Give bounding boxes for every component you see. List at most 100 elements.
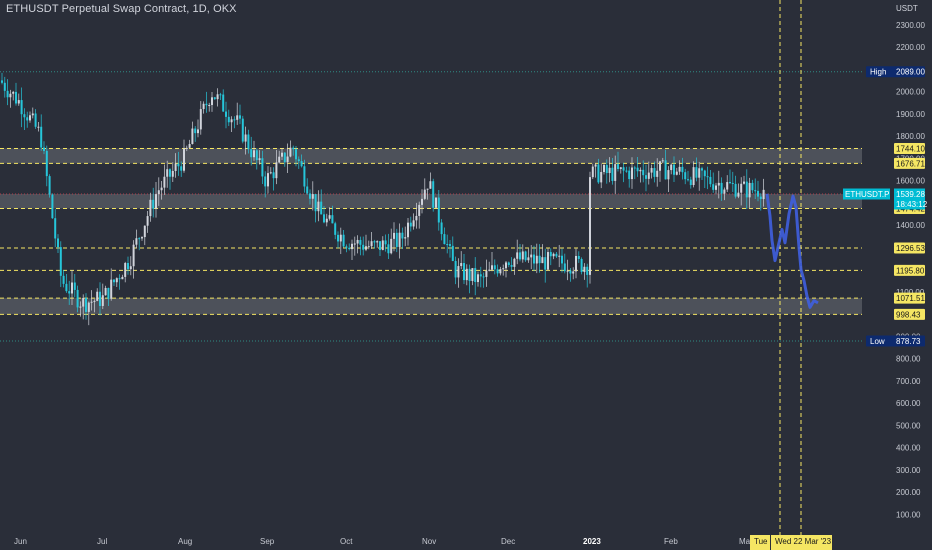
candle-body [188,144,191,148]
candle-body [82,297,85,307]
date-badge-label: Wed 22 Mar '23 [775,537,832,546]
candle-body [45,150,48,177]
candle-body [519,252,521,260]
candle-body [15,91,17,104]
y-tick-label: 1900.00 [896,110,925,119]
current-price-badge [894,188,925,210]
level-price-label: 1195.80 [896,266,925,275]
candle-body [281,152,283,157]
candle-body [398,232,401,247]
y-tick-label: 100.00 [896,510,921,519]
candle-body [31,113,34,116]
candle-body [247,134,250,150]
candle-body [698,168,701,178]
candle-body [54,218,57,239]
candle-body [264,176,267,187]
candle-body [407,222,409,238]
candle-body [625,170,628,172]
candle-body [622,167,625,171]
candle-body [149,199,152,217]
candle-body [43,147,45,151]
candle-body [566,270,569,272]
current-symbol-badge [843,188,890,200]
candle-body [376,241,379,243]
candle-body [236,115,239,120]
level-price-badge [894,157,925,169]
candle-body [113,279,115,283]
candle-body [446,244,449,246]
candle-body [79,306,82,308]
candle-body [443,234,446,245]
candle-body [202,103,205,110]
candle-body [460,263,463,267]
candle-body [345,246,348,248]
candle-body [628,170,631,180]
candle-body [692,167,695,186]
candle-body [449,244,451,246]
candle-body [289,147,292,157]
y-tick-label: 1400.00 [896,221,925,230]
candle-body [225,111,227,117]
candle-body [115,278,118,283]
candle-body [499,269,502,274]
candle-body [199,109,202,130]
candle-body [751,182,754,191]
candle-body [463,263,465,281]
candle-body [404,237,407,239]
candle-body [488,269,491,271]
candle-body [516,252,519,259]
candle-body [118,278,121,280]
current-symbol-label: ETHUSDT.P [845,190,889,199]
candle-body [261,158,264,177]
candle-body [754,190,757,192]
candle-body [351,243,353,250]
date-badge-label: Tue [754,537,768,546]
candle-body [673,164,675,175]
candle-body [583,266,586,273]
support-resistance-zone [0,194,862,209]
x-tick-label: Mar [739,537,753,546]
candle-body [169,169,171,177]
high-value: 2089.00 [896,68,925,77]
candle-body [183,148,185,171]
candle-body [26,117,29,121]
candle-body [208,105,211,107]
level-price-badge [894,308,925,320]
candle-body [563,263,566,272]
level-price-badge [894,242,925,254]
level-price-label: 1296.53 [896,244,925,253]
x-tick-label: Oct [340,537,353,546]
candle-body [180,166,183,171]
candle-body [647,172,650,179]
support-resistance-zone [0,298,862,315]
y-tick-label: 1800.00 [896,132,925,141]
candle-body [387,244,390,254]
candle-body [286,156,289,163]
candle-body [426,188,429,190]
x-tick-label: Jul [97,537,107,546]
candle-body [496,269,499,274]
candle-body [87,302,90,312]
candle-body [317,201,320,212]
chart-title: ETHUSDT Perpetual Swap Contract, 1D, OKX [6,3,237,15]
candle-body [166,169,169,177]
candle-body [65,283,68,292]
candle-body [141,237,143,239]
candle-body [325,218,328,223]
candle-body [415,215,418,221]
candle-body [309,193,311,199]
candle-body [619,167,622,169]
support-resistance-zone [0,148,862,164]
candle-body [362,244,365,250]
y-tick-label: 700.00 [896,377,921,386]
y-tick-label: 800.00 [896,355,921,364]
candle-body [678,166,681,172]
candle-body [715,185,717,190]
candle-body [631,167,633,180]
candle-body [468,268,471,281]
candle-body [222,94,225,112]
candle-body [381,240,384,250]
candle-body [731,182,734,184]
candle-body [745,181,748,198]
